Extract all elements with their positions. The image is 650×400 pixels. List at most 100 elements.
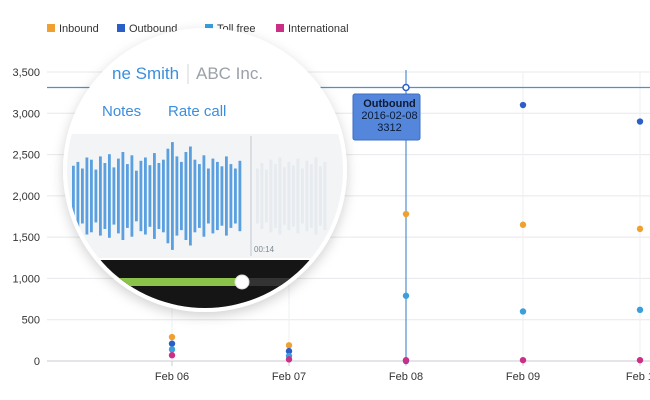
waveform-bar-played [220, 166, 224, 226]
legend-item-international[interactable]: International [276, 23, 349, 35]
tooltip-box [352, 93, 421, 141]
waveform-bar-played [202, 155, 206, 237]
legend-label: Outbound [129, 23, 177, 35]
waveform-bar-played [216, 161, 219, 231]
waveform-bar-unplayed [274, 164, 277, 228]
time-label: 00:14 [254, 245, 275, 254]
waveform-bar-played [171, 142, 174, 250]
data-point-international[interactable] [285, 356, 293, 363]
waveform-bar-played [153, 153, 156, 239]
waveform-bar-unplayed [278, 157, 282, 235]
x-tick-label: Feb 1 [626, 371, 650, 383]
x-tick-label: Feb 08 [389, 371, 423, 383]
magnifier-overlay: ne Smith ABC Inc. Notes Rate call 00:14 [63, 28, 347, 312]
waveform-bar-played [126, 164, 129, 228]
data-point-inbound[interactable] [285, 342, 293, 349]
waveform-bar-played [108, 154, 111, 238]
waveform-bar-unplayed [287, 161, 291, 231]
data-point-international[interactable] [168, 352, 176, 359]
x-axis: Feb 06 Feb 07 Feb 08 Feb 09 Feb 1 [155, 361, 650, 383]
y-tick-label: 3,000 [12, 108, 40, 120]
waveform-bar-unplayed [301, 168, 304, 224]
waveform-bar-played [130, 155, 134, 237]
data-point-outbound[interactable] [285, 347, 293, 355]
waveform-bar-unplayed [296, 158, 300, 234]
waveform-bar-unplayed [265, 169, 268, 223]
data-point-inbound[interactable] [636, 225, 644, 233]
progress-fill [100, 278, 240, 286]
progress-knob[interactable] [234, 274, 250, 290]
waveform-bar-unplayed [323, 161, 327, 231]
y-tick-label: 1,000 [12, 273, 40, 285]
y-tick-label: 1,500 [12, 232, 40, 244]
x-tick-label: Feb 07 [272, 371, 306, 383]
tooltip-series: Outbound [363, 98, 416, 110]
y-tick-label: 2,000 [12, 191, 40, 203]
waveform-bar-played [139, 160, 143, 232]
waveform-bar-unplayed [283, 167, 286, 225]
waveform-bar-played [85, 157, 89, 235]
data-point-toll-free[interactable] [402, 292, 410, 299]
data-points [168, 101, 644, 365]
waveform-bar-played [162, 159, 165, 233]
waveform-bar-played [94, 169, 98, 223]
waveform-bar-played [193, 159, 197, 233]
waveform-bar-played [157, 163, 161, 229]
notes-link[interactable]: Notes [102, 103, 141, 120]
waveform-bar-played [238, 160, 242, 232]
legend-swatch [117, 24, 125, 32]
waveform-bar-unplayed [305, 160, 309, 232]
data-point-international[interactable] [636, 356, 644, 364]
data-point-toll-free[interactable] [519, 308, 527, 315]
waveform-bar-played [90, 159, 93, 233]
contact-name: ne Smith [112, 64, 179, 83]
data-point-toll-free[interactable] [168, 346, 176, 353]
data-point-international[interactable] [402, 356, 410, 364]
y-tick-label: 500 [22, 315, 40, 327]
y-tick-label: 0 [34, 356, 40, 368]
legend-item-outbound[interactable]: Outbound [117, 23, 177, 35]
legend-swatch [205, 24, 213, 32]
waveform-bar-played [72, 165, 75, 227]
waveform-bar-played [99, 156, 102, 236]
data-point-inbound[interactable] [402, 210, 410, 218]
waveform-bar-played [81, 168, 84, 224]
data-point-outbound[interactable] [168, 340, 176, 347]
waveform-bar-unplayed [260, 163, 264, 229]
waveform-bar-unplayed [269, 159, 273, 233]
tooltip-date: 2016-02-08 [361, 110, 417, 122]
waveform-bar-played [207, 168, 210, 224]
waveform [72, 142, 327, 250]
data-point-inbound[interactable] [168, 333, 176, 341]
waveform-bar-unplayed [292, 165, 295, 227]
waveform-bar-played [166, 148, 170, 244]
data-point-outbound[interactable] [636, 118, 644, 125]
legend-item-inbound[interactable]: Inbound [47, 23, 99, 35]
rate-call-link[interactable]: Rate call [168, 103, 226, 120]
data-point-toll-free[interactable] [636, 306, 644, 314]
data-point-outbound[interactable] [519, 101, 527, 109]
waveform-bar-unplayed [256, 168, 259, 224]
legend-swatch [47, 24, 55, 32]
y-tick-label: 2,500 [12, 150, 40, 162]
waveform-bar-played [112, 167, 116, 225]
waveform-bar-unplayed [310, 164, 313, 228]
waveform-bar-played [148, 165, 152, 227]
waveform-bar-played [189, 146, 192, 246]
waveform-bar-played [76, 161, 80, 231]
company-name: ABC Inc. [196, 64, 263, 83]
waveform-bar-unplayed [314, 157, 318, 235]
data-point-inbound[interactable] [519, 221, 527, 228]
waveform-bar-played [117, 158, 120, 234]
waveform-bar-played [180, 161, 183, 231]
x-tick-label: Feb 09 [506, 371, 540, 383]
waveform-bar-played [198, 164, 201, 228]
legend-label: International [288, 23, 349, 35]
waveform-bar-unplayed [319, 166, 322, 226]
crosshair-marker [402, 83, 410, 92]
tooltip-value: 3312 [377, 122, 401, 134]
waveform-bar-played [234, 168, 237, 224]
data-point-international[interactable] [519, 356, 527, 364]
